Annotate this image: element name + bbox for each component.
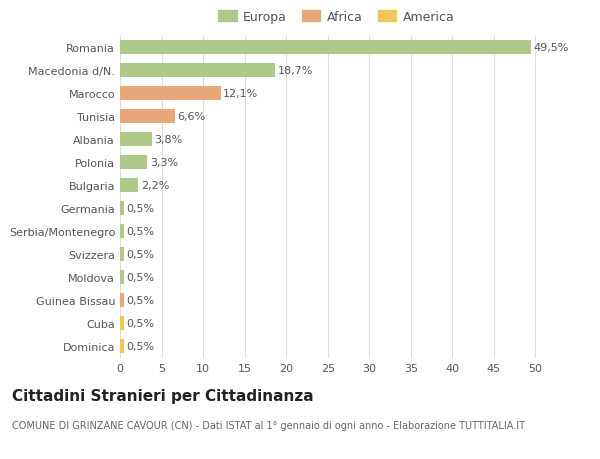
Text: 0,5%: 0,5% (127, 341, 155, 352)
Bar (120, 271, 124, 285)
Bar (120, 225, 124, 239)
Text: 0,5%: 0,5% (127, 250, 155, 260)
Bar (120, 202, 124, 216)
Bar (120, 133, 152, 147)
Text: 0,5%: 0,5% (127, 204, 155, 214)
Text: Cittadini Stranieri per Cittadinanza: Cittadini Stranieri per Cittadinanza (12, 388, 314, 403)
Bar (120, 110, 175, 124)
Text: 3,8%: 3,8% (154, 135, 182, 145)
Bar (120, 156, 148, 170)
Text: 12,1%: 12,1% (223, 89, 258, 99)
Bar (120, 294, 124, 308)
Text: 2,2%: 2,2% (141, 181, 169, 191)
Text: 49,5%: 49,5% (534, 43, 569, 53)
Text: 0,5%: 0,5% (127, 273, 155, 283)
Text: 0,5%: 0,5% (127, 319, 155, 329)
Text: 18,7%: 18,7% (278, 66, 313, 76)
Text: 0,5%: 0,5% (127, 296, 155, 306)
Bar (120, 87, 221, 101)
Bar (120, 317, 124, 330)
Legend: Europa, Africa, America: Europa, Africa, America (218, 11, 454, 24)
Bar (120, 41, 531, 55)
Text: 3,3%: 3,3% (150, 158, 178, 168)
Text: COMUNE DI GRINZANE CAVOUR (CN) - Dati ISTAT al 1° gennaio di ogni anno - Elabora: COMUNE DI GRINZANE CAVOUR (CN) - Dati IS… (12, 420, 525, 430)
Text: 6,6%: 6,6% (178, 112, 205, 122)
Bar (120, 340, 124, 353)
Bar (120, 248, 124, 262)
Text: 0,5%: 0,5% (127, 227, 155, 237)
Bar (120, 64, 275, 78)
Bar (120, 179, 138, 193)
